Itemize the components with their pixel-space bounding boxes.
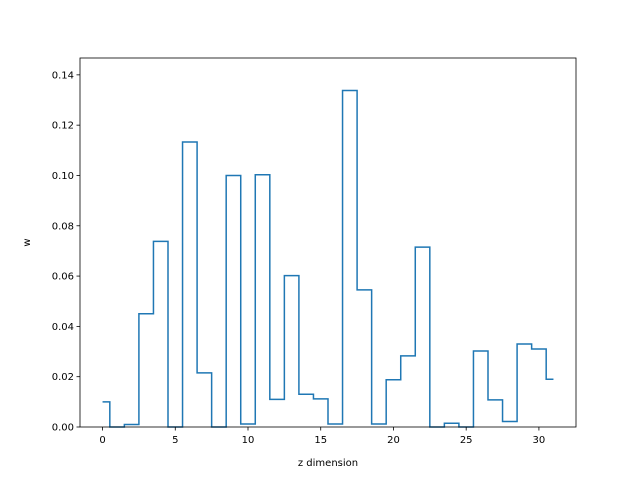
x-tick-label: 0 (99, 435, 105, 446)
y-axis-ticks: 0.00 0.02 0.04 0.06 0.08 0.10 0.12 0.14 (52, 70, 80, 434)
x-tick-label: 15 (314, 435, 327, 446)
x-axis-ticks: 0 5 10 15 20 25 30 (99, 427, 545, 446)
y-tick-label: 0.04 (52, 322, 74, 333)
series-line-0 (102, 89, 554, 428)
x-tick-label: 10 (242, 435, 255, 446)
y-tick-label: 0.14 (52, 70, 74, 81)
x-axis-label: z dimension (298, 458, 358, 469)
plot-area (102, 89, 554, 428)
y-tick-label: 0.06 (52, 272, 74, 283)
y-tick-label: 0.08 (52, 221, 74, 232)
y-tick-label: 0.00 (52, 423, 74, 434)
plot-frame (79, 57, 577, 428)
x-tick-label: 25 (460, 435, 473, 446)
x-tick-label: 20 (387, 435, 400, 446)
x-tick-label: 5 (172, 435, 178, 446)
x-tick-label: 30 (533, 435, 546, 446)
y-tick-label: 0.02 (52, 372, 74, 383)
y-tick-label: 0.10 (52, 171, 74, 182)
y-tick-label: 0.12 (52, 121, 74, 132)
y-axis-label: w (22, 238, 33, 246)
